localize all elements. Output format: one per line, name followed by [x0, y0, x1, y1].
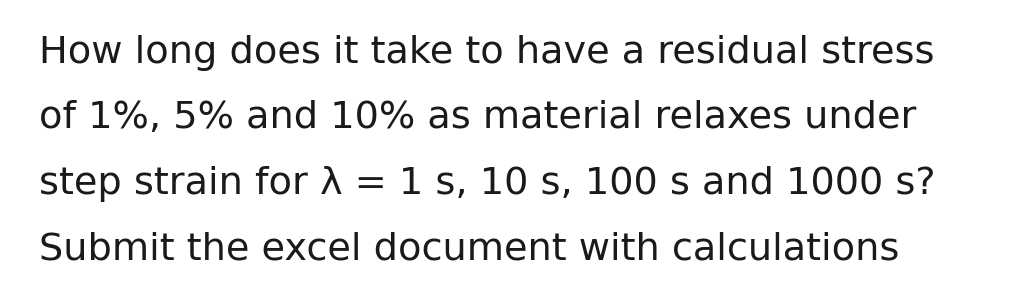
Text: step strain for λ = 1 s, 10 s, 100 s and 1000 s?: step strain for λ = 1 s, 10 s, 100 s and… — [39, 166, 935, 202]
Text: of 1%, 5% and 10% as material relaxes under: of 1%, 5% and 10% as material relaxes un… — [39, 100, 916, 136]
Text: Submit the excel document with calculations: Submit the excel document with calculati… — [39, 232, 899, 268]
Text: How long does it take to have a residual stress: How long does it take to have a residual… — [39, 34, 935, 71]
